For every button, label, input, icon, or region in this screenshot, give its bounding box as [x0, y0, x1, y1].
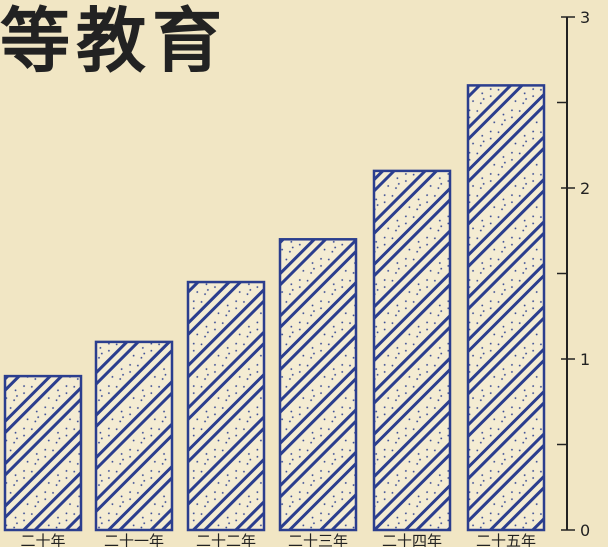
y-tick-label: 0	[580, 521, 590, 540]
x-tick-label: 二十四年	[382, 532, 442, 547]
bar-2	[186, 280, 266, 532]
y-tick-label: 3	[580, 8, 590, 27]
bar-4	[372, 169, 452, 532]
bar-3	[278, 238, 358, 532]
y-tick-label: 2	[580, 179, 590, 198]
bar-5	[466, 84, 546, 532]
x-tick-label: 二十一年	[104, 532, 164, 547]
chart-title: 等教育	[0, 0, 228, 82]
bar-1	[94, 340, 174, 532]
x-tick-label: 二十年	[20, 532, 65, 547]
x-tick-label: 二十二年	[196, 532, 256, 547]
x-tick-label: 二十五年	[476, 532, 536, 547]
x-tick-label: 二十三年	[288, 532, 348, 547]
bar-0	[3, 374, 83, 532]
y-tick-label: 1	[580, 350, 590, 369]
